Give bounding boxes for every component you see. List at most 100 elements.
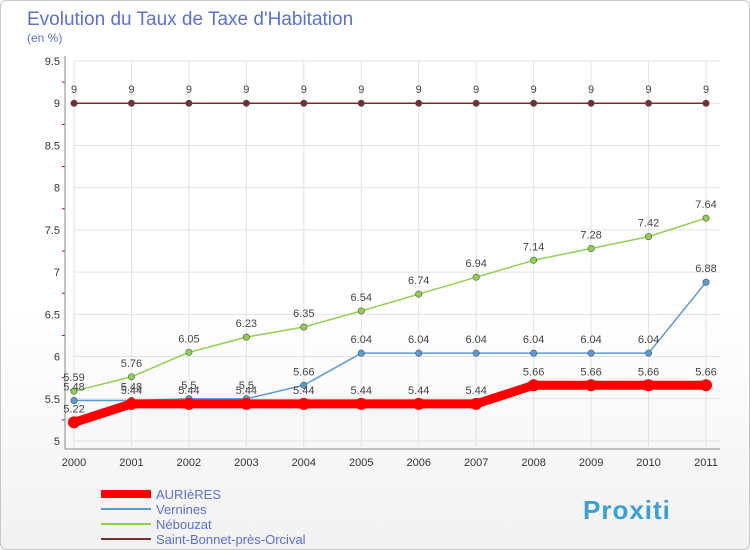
data-point (68, 416, 80, 429)
data-label: 5.48 (121, 381, 142, 393)
data-point (530, 99, 538, 107)
data-point (472, 99, 480, 107)
data-label: 5.66 (293, 366, 314, 378)
data-label: 7.14 (523, 241, 544, 253)
x-tick-label: 2008 (521, 457, 545, 469)
data-point (702, 278, 710, 286)
legend-label: Saint-Bonnet-près-Orcival (156, 532, 306, 547)
legend: AURIèRESVerninesNébouzatSaint-Bonnet-prè… (101, 487, 306, 547)
data-point (412, 397, 425, 410)
data-point (297, 397, 310, 410)
data-point (242, 333, 250, 341)
data-label: 9 (531, 84, 537, 96)
series-layer (68, 99, 712, 429)
data-point (70, 396, 78, 404)
y-tick-label: 8.5 (45, 140, 60, 152)
data-label: 6.88 (695, 263, 716, 275)
x-tick-label: 2004 (292, 457, 316, 469)
x-tick-label: 2003 (234, 457, 258, 469)
data-point (415, 290, 423, 298)
x-tick-label: 2010 (636, 457, 660, 469)
data-label: 9 (71, 84, 77, 96)
data-label: 9 (588, 84, 594, 96)
data-point (645, 349, 653, 357)
data-point (415, 99, 423, 107)
data-label: 5.44 (121, 385, 142, 397)
data-label: 5.66 (523, 366, 544, 378)
series-line-2 (73, 217, 707, 392)
data-label: 5.44 (408, 385, 429, 397)
data-label: 6.35 (293, 308, 314, 320)
data-label: 6.74 (408, 275, 429, 287)
data-point (127, 99, 135, 107)
data-point (70, 99, 78, 107)
data-point (242, 99, 250, 107)
y-tick-label: 7.5 (45, 225, 60, 237)
y-tick-label: 9.5 (45, 56, 60, 68)
data-label: 9 (416, 84, 422, 96)
data-label: 5.44 (465, 385, 486, 397)
data-point (642, 379, 655, 392)
data-point (300, 381, 308, 389)
data-point (240, 397, 253, 410)
data-label: 5.66 (580, 366, 601, 378)
legend-label: Nébouzat (156, 517, 212, 532)
data-label: 5.59 (63, 372, 84, 384)
data-point (700, 379, 712, 392)
x-tick-label: 2011 (694, 457, 718, 469)
data-label: 5.44 (293, 385, 314, 397)
data-point (472, 349, 480, 357)
data-label: 7.64 (695, 199, 716, 211)
data-label: 6.54 (351, 292, 372, 304)
x-tick-label: 2006 (406, 457, 430, 469)
data-label: 5.66 (695, 366, 716, 378)
data-point (645, 233, 653, 241)
data-label: 6.04 (351, 334, 372, 346)
y-tick-label: 6 (54, 352, 60, 364)
x-tick-label: 2001 (119, 457, 143, 469)
chart-subtitle: (en %) (27, 31, 62, 45)
data-label: 6.23 (236, 318, 257, 330)
chart-title: Evolution du Taux de Taxe d'Habitation (27, 9, 353, 30)
data-point (585, 379, 598, 392)
y-tick-label: 7 (54, 267, 60, 279)
data-point (470, 397, 483, 410)
data-point (185, 348, 193, 356)
x-tick-label: 2007 (464, 457, 488, 469)
data-point (127, 373, 135, 381)
data-label: 7.42 (638, 218, 659, 230)
data-point (182, 397, 195, 410)
proxiti-logo: Proxiti (583, 495, 671, 525)
data-label: 6.04 (523, 334, 544, 346)
data-point (587, 244, 595, 252)
data-label: 6.04 (638, 334, 659, 346)
data-label: 9 (301, 84, 307, 96)
data-label: 9 (358, 84, 364, 96)
y-tick-label: 5.5 (45, 394, 60, 406)
x-tick-label: 2005 (349, 457, 373, 469)
data-point (702, 99, 710, 107)
data-label: 5.5 (239, 380, 254, 392)
axis-layer: 5 5.5 6 6.5 7 7.5 8 8.5 9 9.5 2000 2001 2002 2003 2004… (45, 56, 720, 469)
data-label: 5.76 (121, 358, 142, 370)
data-point (530, 349, 538, 357)
data-point (300, 99, 308, 107)
data-point (415, 349, 423, 357)
brand-logo: Proxiti (583, 495, 671, 525)
data-point (355, 397, 368, 410)
data-label: 9 (473, 84, 479, 96)
data-label: 6.04 (580, 334, 601, 346)
legend-label: Vernines (156, 502, 207, 517)
series-line-0 (69, 380, 711, 427)
data-label: 9 (186, 84, 192, 96)
x-tick-label: 2002 (177, 457, 201, 469)
y-tick-label: 8 (54, 183, 60, 195)
data-point (357, 349, 365, 357)
data-label: 5.44 (236, 385, 257, 397)
data-label: 6.05 (178, 333, 199, 345)
data-label: 5.44 (178, 385, 199, 397)
data-label: 5.5 (181, 380, 196, 392)
data-label: 9 (645, 84, 651, 96)
data-point (70, 387, 78, 395)
